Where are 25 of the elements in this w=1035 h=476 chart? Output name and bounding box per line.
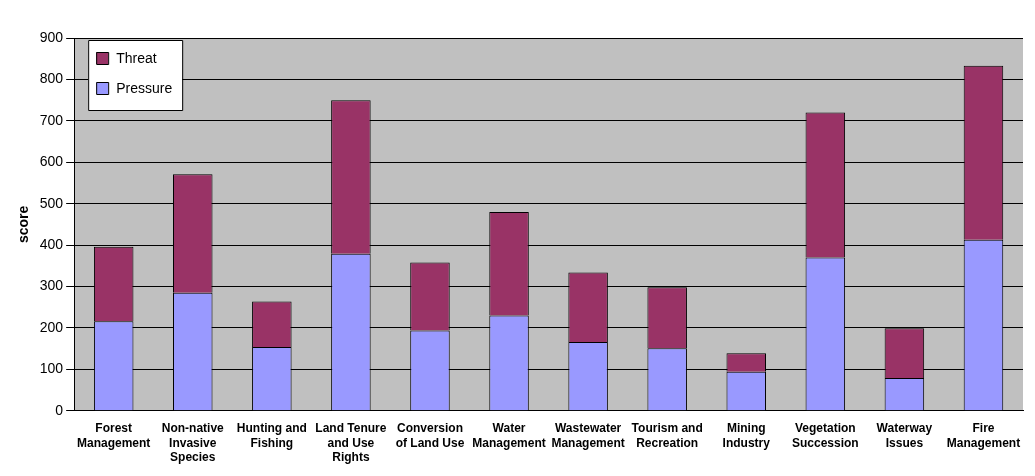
y-tick-label: 300: [39, 277, 64, 294]
y-tick-label: 500: [39, 194, 64, 211]
y-tick-label: 0: [55, 401, 64, 418]
x-tick-label: Waterway Issues: [876, 421, 933, 450]
y-tick-label: 100: [39, 360, 64, 377]
x-tick-label: Land Tenure and Use Rights: [315, 421, 387, 465]
x-tick-label: Vegetation Succession: [791, 421, 859, 450]
x-tick-label: Water Management: [472, 421, 546, 450]
x-tick-label: Conversion of Land Use: [395, 421, 465, 450]
y-tick-label: 900: [39, 28, 64, 45]
legend-label: Threat: [116, 49, 157, 66]
y-axis-title: score: [15, 205, 32, 244]
y-tick-label: 800: [39, 70, 64, 87]
x-tick-label: Fire Management: [946, 421, 1021, 450]
y-tick-label: 600: [39, 153, 64, 170]
y-tick-label: 400: [39, 235, 64, 252]
x-tick-label: Wastewater Management: [551, 421, 625, 450]
x-tick-label: Tourism and Recreation: [631, 421, 703, 450]
x-tick-label: Mining Industry: [722, 421, 771, 450]
y-tick-label: 200: [39, 318, 64, 335]
x-tick-label: Non-native Invasive Species: [161, 421, 225, 465]
y-tick-label: 700: [39, 111, 64, 128]
x-tick-label: Forest Management: [77, 421, 151, 450]
legend-label: Pressure: [116, 79, 173, 96]
x-tick-label: Hunting and Fishing: [236, 421, 307, 450]
